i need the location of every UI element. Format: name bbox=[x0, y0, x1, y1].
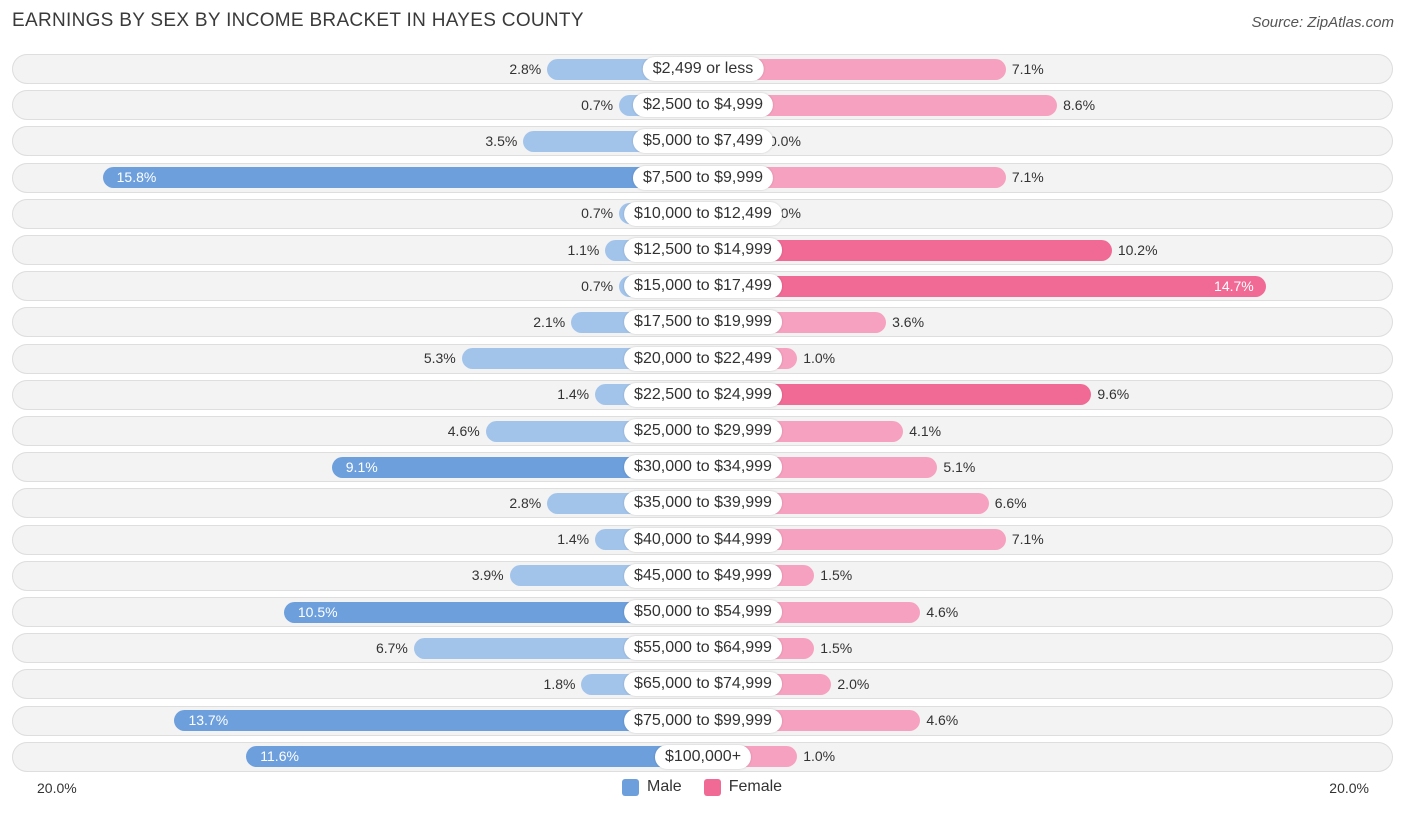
value-label-female: 6.6% bbox=[994, 494, 1027, 511]
axis-right-label: 20.0% bbox=[1329, 780, 1369, 796]
value-label-male: 1.8% bbox=[543, 675, 576, 692]
value-label-male: 9.1% bbox=[345, 458, 378, 475]
value-label-female: 4.6% bbox=[926, 603, 959, 620]
category-label: $2,500 to $4,999 bbox=[632, 93, 774, 118]
category-label: $22,500 to $24,999 bbox=[624, 382, 782, 407]
bar-male[interactable] bbox=[174, 710, 703, 732]
value-label-male: 1.4% bbox=[557, 531, 590, 548]
category-label: $40,000 to $44,999 bbox=[624, 527, 782, 552]
value-label-female: 7.1% bbox=[1011, 60, 1044, 77]
category-label: $30,000 to $34,999 bbox=[624, 455, 782, 480]
value-label-female: 2.0% bbox=[837, 675, 870, 692]
value-label-female: 5.1% bbox=[943, 458, 976, 475]
value-label-male: 4.6% bbox=[447, 422, 480, 439]
bar-female[interactable] bbox=[703, 167, 1006, 189]
value-label-male: 1.1% bbox=[567, 241, 600, 258]
value-label-male: 0.7% bbox=[581, 277, 614, 294]
value-label-female: 3.6% bbox=[892, 313, 925, 330]
category-label: $65,000 to $74,999 bbox=[624, 672, 782, 697]
chart-source: Source: ZipAtlas.com bbox=[1251, 14, 1394, 31]
category-label: $100,000+ bbox=[654, 744, 752, 769]
category-label: $35,000 to $39,999 bbox=[624, 491, 782, 516]
category-label: $45,000 to $49,999 bbox=[624, 563, 782, 588]
category-label: $20,000 to $22,499 bbox=[624, 346, 782, 371]
value-label-male: 1.4% bbox=[557, 386, 590, 403]
value-label-male: 3.5% bbox=[485, 132, 518, 149]
value-label-female: 0.0% bbox=[769, 132, 801, 149]
category-label: $2,499 or less bbox=[642, 57, 764, 81]
value-label-male: 0.7% bbox=[581, 96, 614, 113]
bar-female[interactable] bbox=[703, 239, 1112, 261]
category-label: $5,000 to $7,499 bbox=[632, 129, 774, 154]
value-label-female: 14.7% bbox=[1214, 277, 1254, 294]
value-label-female: 7.1% bbox=[1011, 531, 1044, 548]
value-label-male: 15.8% bbox=[116, 169, 157, 186]
value-label-male: 11.6% bbox=[260, 748, 299, 765]
value-label-female: 1.5% bbox=[820, 567, 853, 584]
legend-swatch-female bbox=[703, 778, 721, 796]
category-label: $12,500 to $14,999 bbox=[624, 238, 782, 262]
value-label-male: 10.5% bbox=[297, 603, 338, 620]
category-label: $55,000 to $64,999 bbox=[624, 636, 782, 661]
value-label-female: 8.6% bbox=[1063, 96, 1096, 113]
category-label: $50,000 to $54,999 bbox=[624, 600, 782, 624]
value-label-female: 1.5% bbox=[820, 639, 853, 656]
chart-title: EARNINGS BY SEX BY INCOME BRACKET IN HAY… bbox=[12, 10, 584, 31]
value-label-female: 4.1% bbox=[909, 422, 942, 439]
bar-female[interactable] bbox=[703, 94, 1058, 116]
value-label-male: 2.1% bbox=[533, 313, 566, 330]
value-label-male: 0.7% bbox=[581, 205, 614, 222]
legend-label-female: Female bbox=[728, 778, 783, 795]
value-label-male: 2.8% bbox=[509, 60, 542, 77]
bar-female[interactable] bbox=[703, 58, 1006, 80]
legend-swatch-male bbox=[622, 778, 639, 796]
bar-male[interactable] bbox=[102, 167, 703, 189]
value-label-male: 6.7% bbox=[375, 639, 408, 656]
category-label: $25,000 to $29,999 bbox=[624, 419, 782, 443]
legend: Male Female bbox=[622, 778, 782, 796]
value-label-female: 4.6% bbox=[926, 712, 959, 729]
value-label-female: 9.6% bbox=[1097, 386, 1130, 403]
legend-label-male: Male bbox=[647, 778, 682, 795]
value-label-female: 7.1% bbox=[1011, 169, 1044, 186]
value-label-female: 1.0% bbox=[803, 350, 836, 367]
bar-female[interactable] bbox=[703, 384, 1092, 406]
category-label: $7,500 to $9,999 bbox=[632, 165, 774, 190]
category-label: $75,000 to $99,999 bbox=[624, 708, 782, 733]
value-label-male: 2.8% bbox=[509, 494, 542, 511]
value-label-female: 1.0% bbox=[803, 748, 836, 765]
bar-male[interactable] bbox=[331, 456, 703, 478]
bar-male[interactable] bbox=[246, 746, 703, 768]
category-label: $10,000 to $12,499 bbox=[624, 201, 782, 226]
value-label-male: 3.9% bbox=[471, 567, 504, 584]
bar-male[interactable] bbox=[283, 601, 703, 623]
category-label: $17,500 to $19,999 bbox=[624, 310, 782, 335]
value-label-male: 5.3% bbox=[423, 350, 456, 367]
value-label-male: 13.7% bbox=[188, 712, 229, 729]
bar-female[interactable] bbox=[703, 275, 1266, 297]
legend-item-male[interactable]: Male bbox=[622, 778, 682, 796]
value-label-female: 10.2% bbox=[1117, 241, 1158, 258]
category-label: $15,000 to $17,499 bbox=[624, 274, 782, 299]
legend-item-female[interactable]: Female bbox=[703, 778, 783, 796]
axis-left-label: 20.0% bbox=[37, 780, 77, 796]
